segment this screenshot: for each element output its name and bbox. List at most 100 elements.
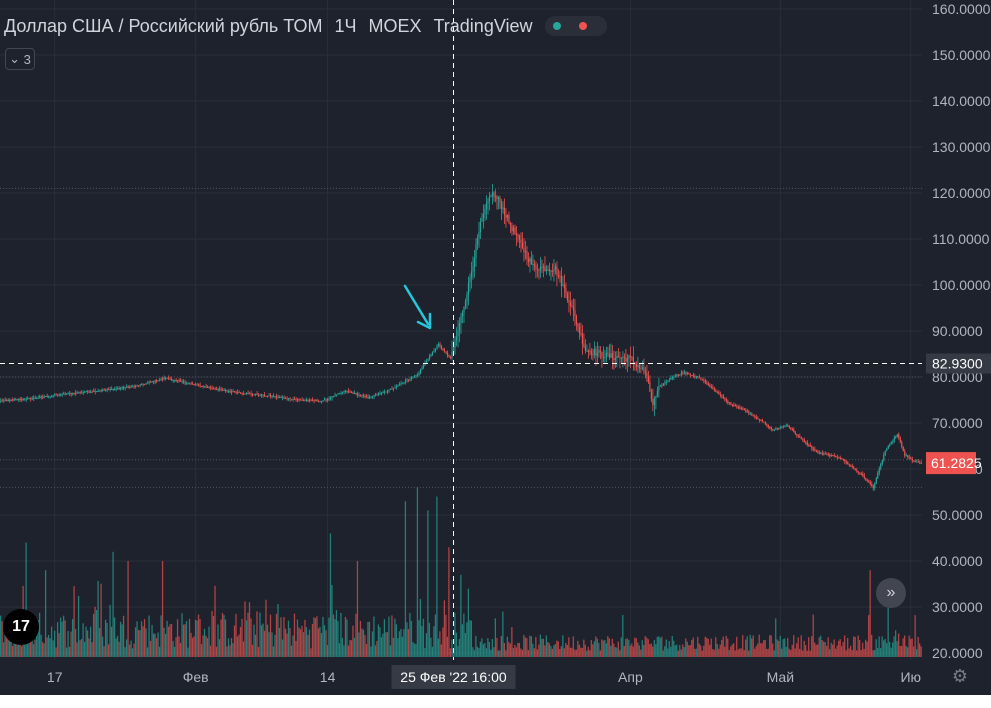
volume-bar xyxy=(253,624,255,657)
volume-bar xyxy=(775,618,777,657)
interval-label[interactable]: 1Ч xyxy=(334,15,357,36)
candle-body xyxy=(842,458,844,460)
candle-body xyxy=(30,398,32,400)
volume-bar xyxy=(764,639,766,657)
volume-bar xyxy=(614,647,616,657)
candle-body xyxy=(919,462,921,464)
candle-body xyxy=(349,391,351,393)
volume-bar xyxy=(803,640,805,657)
volume-bar xyxy=(326,645,329,657)
volume-bar xyxy=(70,631,72,657)
volume-bar xyxy=(362,629,365,657)
candle-body xyxy=(881,460,883,464)
candle-body xyxy=(130,386,132,388)
indicators-toggle-button[interactable]: ⌄ 3 xyxy=(5,48,35,70)
volume-bar xyxy=(154,633,156,657)
volume-bar xyxy=(181,613,183,657)
candle-body xyxy=(229,391,231,393)
volume-bar xyxy=(4,624,6,657)
volume-bar xyxy=(178,636,180,657)
candle-body xyxy=(908,456,910,458)
symbol-name[interactable]: Доллар США / Российский рубль ТОМ xyxy=(4,15,323,36)
volume-bar xyxy=(392,637,395,657)
volume-bar xyxy=(236,636,239,657)
volume-bar xyxy=(506,636,508,657)
candle-body xyxy=(598,350,600,353)
candle-body xyxy=(451,351,453,358)
candle-body xyxy=(237,392,239,394)
candle-body xyxy=(604,357,606,359)
volume-bar xyxy=(872,650,874,657)
candle-body xyxy=(739,407,741,409)
volume-bar xyxy=(319,626,321,657)
candle-body xyxy=(782,426,784,428)
tradingview-logo[interactable]: 17 xyxy=(3,609,39,645)
volume-bar xyxy=(238,634,240,657)
candle-body xyxy=(46,396,48,398)
candle-body xyxy=(862,473,864,476)
candle-body xyxy=(154,380,156,382)
gear-icon[interactable]: ⚙ xyxy=(951,665,969,686)
volume-bar xyxy=(515,647,517,657)
candle-body xyxy=(109,389,111,391)
candle-body xyxy=(64,393,66,395)
price-axis[interactable]: 160.0000 150.0000 140.0000 130.0000 120.0000… xyxy=(922,0,991,695)
volume-bar xyxy=(748,650,750,657)
candle-body xyxy=(704,380,706,383)
candle-body xyxy=(111,389,113,391)
scroll-to-realtime-button[interactable]: » xyxy=(876,578,906,608)
volume-bar xyxy=(620,637,622,657)
candle-body xyxy=(577,323,579,327)
volume-bar xyxy=(227,638,230,657)
candle-body xyxy=(249,393,251,395)
volume-bar xyxy=(52,640,54,657)
candle-body xyxy=(199,385,201,387)
candle-body xyxy=(13,399,15,401)
candle-body xyxy=(67,393,69,395)
volume-bar xyxy=(517,642,519,657)
candle-body xyxy=(475,244,477,259)
volume-bar xyxy=(140,621,143,657)
volume-bar xyxy=(694,648,696,657)
volume-bar xyxy=(124,647,126,657)
volume-bar xyxy=(646,637,648,657)
candle-body xyxy=(730,402,732,405)
candle-body xyxy=(524,251,527,253)
volume-bar xyxy=(839,639,841,657)
arrow-head xyxy=(416,312,432,330)
volume-bar xyxy=(773,650,775,657)
candle-body xyxy=(228,391,230,393)
volume-bar xyxy=(356,561,359,657)
candle-body xyxy=(258,394,260,396)
status-dot-red xyxy=(578,22,587,30)
volume-bar xyxy=(254,634,257,657)
volume-bar xyxy=(275,613,278,657)
volume-bar xyxy=(415,643,417,657)
volume-bar xyxy=(113,617,116,657)
volume-bar xyxy=(199,619,201,657)
volume-bar xyxy=(793,635,795,657)
volume-bar xyxy=(103,646,105,657)
candle-body xyxy=(241,393,243,395)
volume-bar xyxy=(797,637,799,657)
time-axis[interactable]: 17 Фев 14 Апр Май Ию 25 Фев '22 16:00 xyxy=(0,660,922,695)
volume-bar xyxy=(5,630,8,657)
candle-body xyxy=(271,396,273,398)
candle-body xyxy=(213,388,215,390)
candle-body xyxy=(914,461,916,463)
volume-bar xyxy=(836,645,838,657)
volume-bar xyxy=(473,650,476,657)
volume-bar xyxy=(482,644,485,657)
candle-body xyxy=(715,389,717,393)
volume-bar xyxy=(487,638,489,657)
market-status[interactable] xyxy=(544,16,607,36)
candle-body xyxy=(824,453,826,455)
candle-body xyxy=(433,350,435,353)
volume-bar xyxy=(68,646,71,657)
candle-body xyxy=(276,396,278,398)
candle-body xyxy=(785,425,787,427)
candle-body xyxy=(135,385,137,387)
candle-body xyxy=(344,390,347,392)
